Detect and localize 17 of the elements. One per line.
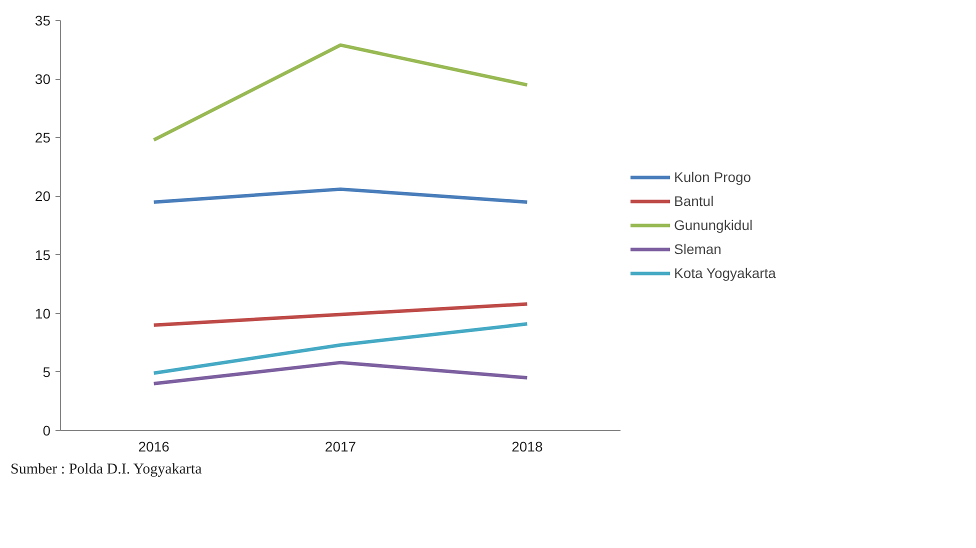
x-tick-label: 2016 [138, 438, 170, 454]
y-tick-label: 0 [42, 422, 51, 438]
x-tick-label: 2017 [324, 438, 356, 454]
legend-label: Bantul [674, 193, 714, 209]
y-tick-label: 25 [34, 130, 51, 146]
text: Sumber : Polda D.I. Yogyakarta [10, 462, 202, 478]
y-tick-label: 30 [34, 71, 51, 88]
y-tick-label: 35 [34, 12, 51, 28]
y-tick-label: 5 [42, 364, 51, 380]
legend-label: Kota Yogyakarta [674, 265, 776, 281]
y-tick-label: 15 [34, 246, 51, 263]
x-tick-label: 2018 [512, 438, 543, 454]
legend-label: Kulon Progo [674, 169, 752, 185]
y-tick-label: 20 [34, 188, 51, 204]
legend-label: Gunungkidul [674, 217, 753, 233]
y-tick-label: 10 [34, 305, 51, 322]
legend-label: Sleman [674, 241, 722, 257]
